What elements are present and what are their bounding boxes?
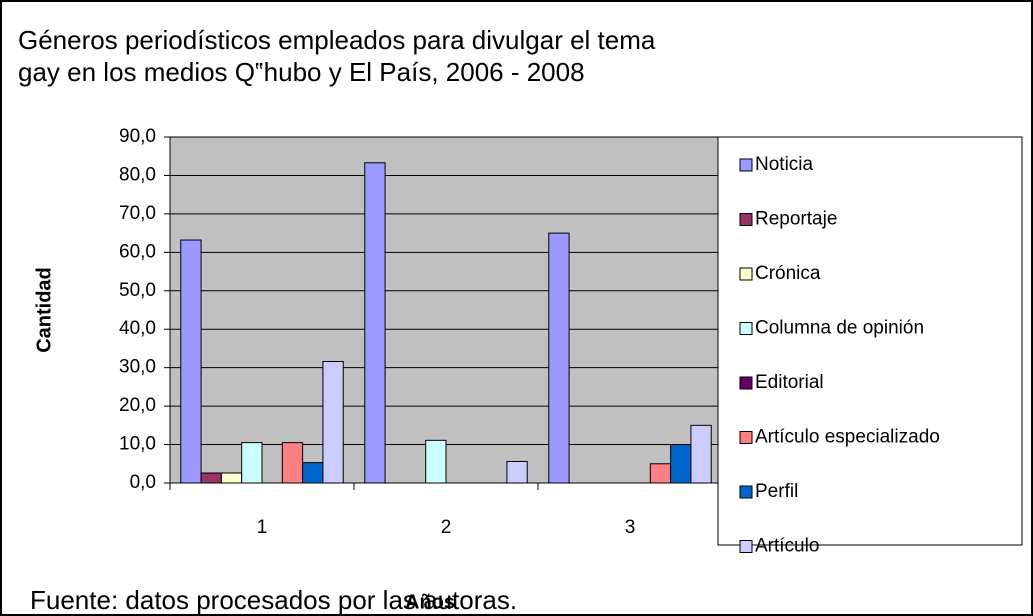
legend-swatch (739, 267, 753, 281)
bar (322, 361, 344, 484)
bar (364, 162, 386, 484)
legend-swatch (739, 485, 753, 499)
legend-label: Noticia (755, 154, 814, 175)
legend-swatch (739, 213, 753, 226)
legend-label: Artículo (755, 536, 819, 557)
legend-swatch (739, 158, 753, 172)
legend-label: Crónica (755, 263, 821, 284)
legend-swatch (739, 540, 753, 553)
legend-box (717, 136, 1023, 546)
y-tick-label: 60,0 (119, 241, 156, 262)
x-tick-label: 2 (441, 517, 452, 538)
y-axis-label: Cantidad (33, 267, 55, 353)
plot-area (169, 136, 723, 484)
y-tick-label: 50,0 (119, 280, 156, 301)
bar (425, 439, 447, 484)
legend-swatch (739, 322, 753, 335)
bar (180, 239, 202, 484)
bar (200, 472, 222, 484)
bar (281, 442, 304, 484)
y-tick-label: 90,0 (119, 126, 156, 147)
bar (649, 463, 672, 484)
legend-label: Editorial (755, 372, 824, 393)
legend-swatch (739, 431, 753, 444)
x-axis-label: Años (405, 591, 455, 613)
y-tick-label: 30,0 (119, 357, 156, 378)
y-tick-label: 10,0 (119, 434, 156, 455)
y-tick-label: 80,0 (119, 164, 156, 185)
legend-label: Artículo especializado (755, 427, 940, 448)
x-tick-label: 3 (625, 517, 636, 538)
bar (241, 442, 263, 484)
legend-label: Perfil (755, 481, 798, 502)
bar (220, 472, 243, 484)
y-tick-label: 0,0 (130, 472, 156, 493)
source-note: Fuente: datos procesados por las autoras… (30, 585, 517, 615)
y-tick-label: 40,0 (119, 318, 156, 339)
bar (548, 232, 570, 484)
legend-label: Columna de opinión (755, 318, 924, 339)
bar (506, 460, 528, 484)
chart-title: gay en los medios Q‟hubo y El País, 2006… (18, 57, 585, 87)
bar (690, 424, 712, 484)
y-tick-label: 70,0 (119, 203, 156, 224)
legend-label: Reportaje (755, 209, 837, 230)
x-tick-label: 1 (257, 517, 268, 538)
bar (302, 462, 324, 484)
y-tick-label: 20,0 (119, 395, 156, 416)
legend-swatch (739, 376, 753, 390)
bar (670, 444, 692, 484)
chart-title: Géneros periodísticos empleados para div… (18, 25, 656, 55)
